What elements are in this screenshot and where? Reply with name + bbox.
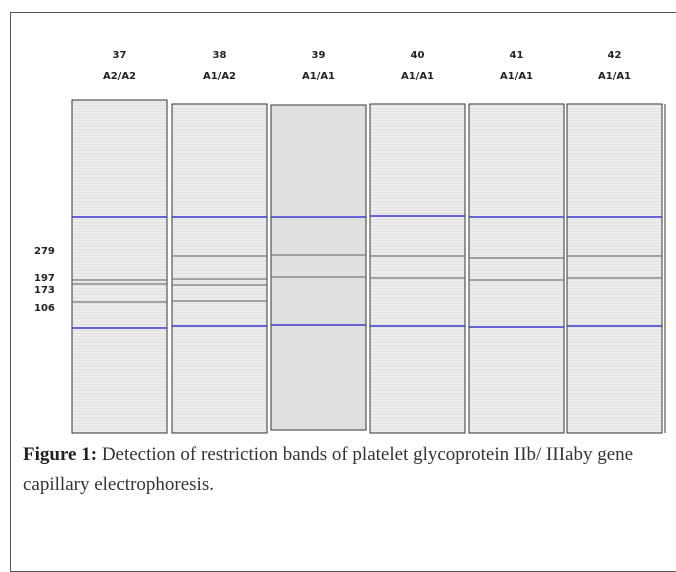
caption-label: Figure 1: — [23, 444, 97, 465]
lane-genotype: A1/A2 — [203, 71, 236, 82]
lane-number: 42 — [608, 50, 622, 61]
size-label: 173 — [34, 285, 55, 296]
lane-genotype: A1/A1 — [401, 71, 434, 82]
gel-lane — [370, 104, 465, 433]
lane-genotype: A2/A2 — [103, 71, 136, 82]
lane-number: 39 — [312, 50, 326, 61]
figure-caption: Figure 1: Detection of restriction bands… — [23, 440, 673, 500]
page: 37 A2/A2 38 A1/A2 39 A1/A1 40 A1/A1 41 A1/A1 42 A1/… — [0, 0, 676, 553]
lane-number: 37 — [113, 50, 127, 61]
gel-lane — [72, 100, 167, 433]
lane-genotype: A1/A1 — [302, 71, 335, 82]
gel-lane — [567, 104, 662, 433]
caption-text: Detection of restriction bands of platel… — [23, 444, 633, 495]
electrophoresis-image: 37 A2/A2 38 A1/A2 39 A1/A1 40 A1/A1 41 A1/A1 42 A1/… — [0, 0, 676, 440]
gel-lane — [469, 104, 564, 433]
size-label: 106 — [34, 303, 55, 314]
lane-genotype: A1/A1 — [598, 71, 631, 82]
lane-number: 41 — [510, 50, 524, 61]
lane-genotype: A1/A1 — [500, 71, 533, 82]
gel-lane — [271, 105, 366, 430]
size-label: 197 — [34, 273, 55, 284]
size-label: 279 — [34, 246, 55, 257]
lane-number: 38 — [213, 50, 227, 61]
gel-lane — [172, 104, 267, 433]
lane-number: 40 — [411, 50, 425, 61]
